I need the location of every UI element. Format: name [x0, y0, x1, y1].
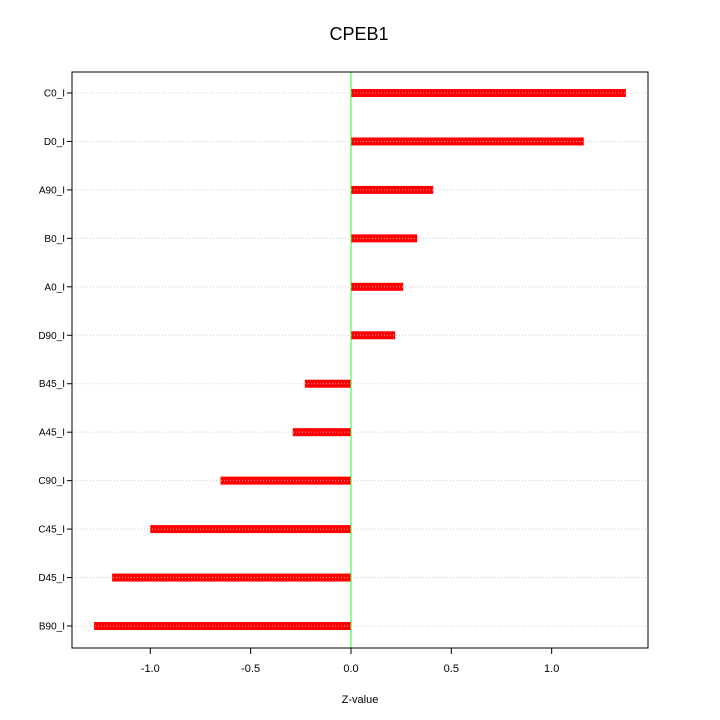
category-tick-label: C0_I: [44, 89, 65, 100]
bar: [94, 622, 351, 630]
bar: [350, 185, 434, 194]
category-tick-label: A0_I: [44, 282, 65, 293]
x-tick-label: -1.0: [141, 663, 160, 675]
category-tick-label: D45_I: [38, 573, 65, 584]
bar: [304, 379, 351, 388]
x-tick-label: 0.0: [343, 663, 358, 675]
bar: [150, 525, 351, 534]
category-tick-label: B90_I: [39, 622, 65, 633]
bar: [350, 331, 396, 340]
bars-layer: [94, 89, 626, 630]
bar: [220, 476, 351, 485]
x-axis: -1.0 -0.5 0.0 0.5 1.0: [141, 648, 559, 675]
x-axis-label: Z-value: [342, 694, 379, 706]
category-tick-label: A90_I: [39, 185, 65, 196]
bar: [350, 137, 584, 146]
bar: [350, 89, 626, 97]
x-tick-label: 0.5: [444, 663, 459, 675]
category-tick-label: D0_I: [44, 137, 65, 148]
chart-title: CPEB1: [329, 24, 388, 44]
bar: [350, 282, 404, 291]
bar: [112, 573, 351, 582]
grid-layer: [72, 92, 648, 627]
plot-frame: [71, 71, 649, 649]
category-tick-label: B0_I: [44, 234, 65, 245]
category-tick-label: C90_I: [38, 476, 65, 487]
bar: [292, 428, 351, 437]
category-tick-label: A45_I: [39, 428, 65, 439]
x-tick-label: 1.0: [544, 663, 559, 675]
x-tick-label: -0.5: [241, 663, 260, 675]
category-tick-label: B45_I: [39, 379, 65, 390]
category-tick-label: D90_I: [38, 331, 65, 342]
category-tick-label: C45_I: [38, 525, 65, 536]
category-axis: C0_I D0_I A90_I B0_I A0_I D90_I B45_I A45_I C90_…: [38, 89, 72, 633]
